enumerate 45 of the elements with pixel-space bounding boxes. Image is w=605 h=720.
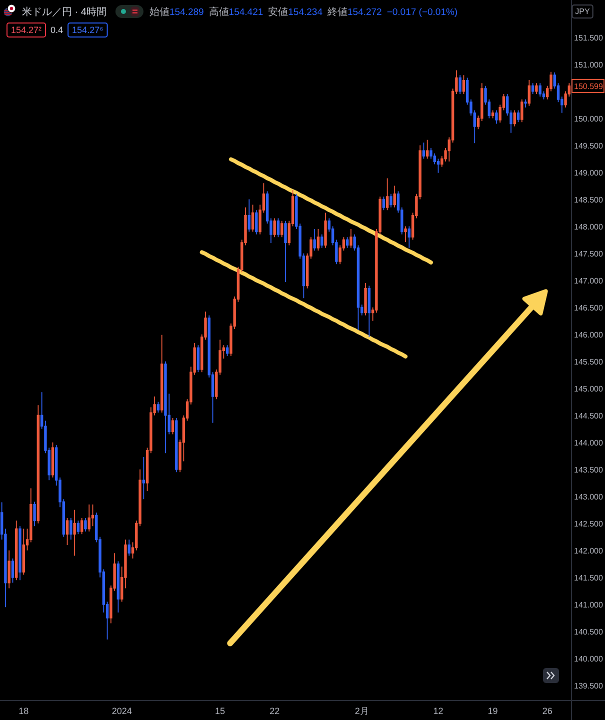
- y-tick-label: 141.500: [574, 573, 604, 582]
- y-tick-label: 145.500: [574, 357, 604, 366]
- x-tick-label: 19: [488, 706, 498, 716]
- y-tick-label: 146.000: [574, 330, 604, 340]
- y-tick-label: 151.500: [574, 33, 604, 42]
- y-tick-label: 149.000: [574, 168, 604, 178]
- y-tick-label: 147.500: [574, 249, 604, 258]
- annotation: 終値154.272: [326, 6, 382, 18]
- y-tick-label: 149.500: [574, 141, 604, 150]
- x-tick-label: 2月: [354, 706, 369, 716]
- y-tick-label: 147.000: [574, 276, 604, 286]
- y-tick-label: 144.500: [574, 411, 604, 420]
- y-tick-label: 143.000: [574, 492, 604, 502]
- y-tick-label: 143.500: [574, 465, 604, 474]
- x-tick-label: 2024: [112, 706, 132, 716]
- text: 米ドル／円 · 4時間: [22, 6, 106, 18]
- annotation: 154.27⁶: [72, 25, 104, 35]
- y-tick-label: 148.500: [574, 195, 604, 204]
- annotation: 154.27²: [11, 25, 42, 35]
- y-tick-label: 141.000: [574, 600, 604, 610]
- annotation: 0.4: [50, 25, 64, 35]
- y-tick-label: 139.500: [574, 681, 604, 690]
- y-tick-label: 142.000: [574, 546, 604, 556]
- x-tick-label: 22: [270, 706, 280, 716]
- price-tag: 150.599: [572, 78, 604, 93]
- x-tick-label: 26: [542, 706, 552, 716]
- x-tick-label: 15: [215, 706, 226, 716]
- y-tick-label: 146.500: [574, 303, 604, 312]
- annotation: 高値154.421: [208, 6, 264, 18]
- annotation: 始値154.289: [149, 6, 204, 18]
- annotation: 150.599: [574, 82, 604, 91]
- y-tick-label: 145.000: [574, 384, 604, 394]
- y-tick-label: 148.000: [574, 222, 604, 232]
- y-tick-label: 144.000: [574, 438, 604, 448]
- annotation: 安値154.234: [268, 6, 322, 18]
- x-tick-label: 18: [18, 706, 29, 716]
- annotation: −0.017 (−0.01%): [386, 7, 458, 18]
- y-tick-label: 142.500: [574, 519, 604, 528]
- y-axis-title: JPY: [575, 7, 590, 16]
- y-label: JPY: [572, 4, 594, 18]
- x-tick-label: 12: [433, 706, 444, 716]
- y-tick-label: 150.000: [574, 114, 604, 124]
- y-tick-label: 151.000: [574, 60, 604, 70]
- y-tick-label: 140.500: [574, 627, 604, 636]
- y-tick-label: 140.000: [574, 654, 604, 664]
